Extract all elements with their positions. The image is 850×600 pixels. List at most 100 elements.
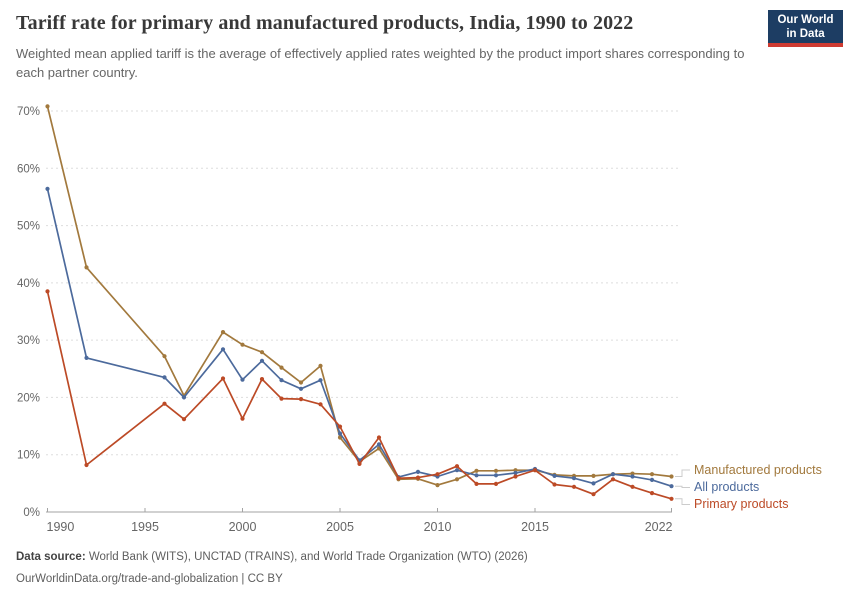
attribution-line: OurWorldinData.org/trade-and-globalizati… <box>16 573 283 585</box>
data-point-all-products <box>337 431 343 436</box>
data-point-primary-products <box>610 477 616 482</box>
data-point-primary-products <box>318 402 323 407</box>
data-point-manufactured-products <box>318 363 323 368</box>
legend-item-primary-products[interactable]: Primary products <box>694 497 789 511</box>
data-point-manufactured-products <box>669 474 674 479</box>
data-point-all-products <box>669 484 674 489</box>
data-point-all-products <box>298 386 304 391</box>
data-point-all-products <box>318 378 323 383</box>
legend-leader-line <box>675 469 690 477</box>
data-point-primary-products <box>552 482 557 487</box>
data-point-all-products <box>493 473 499 478</box>
data-point-all-products <box>162 375 167 380</box>
data-point-manufactured-products <box>84 265 89 270</box>
data-point-manufactured-products <box>279 365 284 370</box>
data-point-primary-products <box>181 417 187 422</box>
data-point-all-products <box>45 186 50 191</box>
y-axis-tick-label: 70% <box>17 106 40 118</box>
data-point-manufactured-products <box>454 477 460 482</box>
data-point-primary-products <box>474 481 479 486</box>
legend-item-manufactured-products[interactable]: Manufactured products <box>694 463 822 477</box>
x-axis-tick-label: 2022 <box>645 520 673 534</box>
data-point-primary-products <box>669 496 674 501</box>
y-axis-tick-label: 50% <box>17 221 40 233</box>
data-point-all-products <box>591 481 596 486</box>
owid-logo: Our World in Data <box>768 10 843 47</box>
x-axis-tick-label: 2005 <box>326 520 354 534</box>
data-point-primary-products <box>376 435 382 440</box>
data-point-all-products <box>181 395 187 400</box>
data-point-all-products <box>474 473 479 478</box>
x-axis-tick-label: 2010 <box>424 520 452 534</box>
data-source-line: Data source: World Bank (WITS), UNCTAD (… <box>16 546 528 568</box>
y-axis-tick-label: 0% <box>23 507 40 519</box>
data-point-all-products <box>220 347 226 352</box>
data-point-primary-products <box>220 376 226 381</box>
data-point-all-products <box>279 378 284 383</box>
data-point-primary-products <box>162 401 167 406</box>
data-point-primary-products <box>493 481 499 486</box>
data-point-manufactured-products <box>474 468 479 473</box>
data-point-primary-products <box>337 424 343 429</box>
page-title: Tariff rate for primary and manufactured… <box>16 12 634 34</box>
chart-footer: Data source: World Bank (WITS), UNCTAD (… <box>16 546 528 590</box>
y-axis-tick-label: 10% <box>17 450 40 462</box>
data-point-all-products <box>513 470 518 476</box>
data-point-primary-products <box>435 472 440 477</box>
y-axis-tick-label: 60% <box>17 163 40 175</box>
series-line-manufactured-products[interactable] <box>46 106 672 486</box>
data-point-all-products <box>259 358 265 363</box>
data-point-all-products <box>240 377 245 382</box>
data-point-manufactured-products <box>220 330 226 335</box>
data-point-manufactured-products <box>240 342 245 347</box>
data-point-primary-products <box>630 484 635 489</box>
data-point-manufactured-products <box>591 473 596 478</box>
data-point-manufactured-products <box>45 104 50 109</box>
data-point-all-products <box>649 477 655 482</box>
data-point-all-products <box>454 468 460 473</box>
data-point-primary-products <box>45 289 50 294</box>
data-point-all-products <box>630 474 635 479</box>
data-point-all-products <box>610 472 616 477</box>
logo-line2: in Data <box>786 27 825 40</box>
data-point-manufactured-products <box>649 472 655 477</box>
legend-leader-line <box>675 498 690 505</box>
x-axis-tick-label: 2000 <box>229 520 257 534</box>
data-point-manufactured-products <box>298 380 304 385</box>
x-axis-tick-label: 1995 <box>131 520 159 534</box>
data-point-manufactured-products <box>493 468 499 473</box>
data-point-primary-products <box>357 461 362 466</box>
data-point-primary-products <box>415 475 421 480</box>
y-axis-tick-label: 20% <box>17 392 40 404</box>
data-point-primary-products <box>591 492 596 497</box>
legend-item-all-products[interactable]: All products <box>694 480 760 494</box>
data-point-primary-products <box>84 462 89 468</box>
y-axis-tick-label: 40% <box>17 278 40 290</box>
series-line-all-products[interactable] <box>46 188 672 488</box>
data-point-primary-products <box>513 474 518 479</box>
data-point-manufactured-products <box>435 483 440 488</box>
legend-leader-line <box>675 485 690 488</box>
data-point-primary-products <box>259 377 265 382</box>
data-source-label: Data source: <box>16 551 86 563</box>
data-point-primary-products <box>454 464 460 469</box>
data-point-primary-products <box>532 468 538 473</box>
series-line-primary-products[interactable] <box>46 291 672 500</box>
data-point-primary-products <box>649 491 655 496</box>
y-axis-tick-label: 30% <box>17 335 40 347</box>
logo-line1: Our World <box>777 13 834 26</box>
data-point-all-products <box>415 469 421 474</box>
data-point-primary-products <box>279 396 284 401</box>
data-point-primary-products <box>571 484 577 489</box>
data-point-all-products <box>571 476 577 481</box>
data-point-all-products <box>376 442 382 447</box>
data-point-manufactured-products <box>630 471 635 476</box>
data-point-all-products <box>552 473 557 478</box>
data-point-manufactured-products <box>162 354 167 359</box>
x-axis-tick-label: 1990 <box>47 520 75 534</box>
chart-header: Tariff rate for primary and manufactured… <box>16 12 756 82</box>
data-point-primary-products <box>240 416 245 421</box>
data-point-all-products <box>84 355 89 360</box>
data-point-manufactured-products <box>259 350 265 355</box>
